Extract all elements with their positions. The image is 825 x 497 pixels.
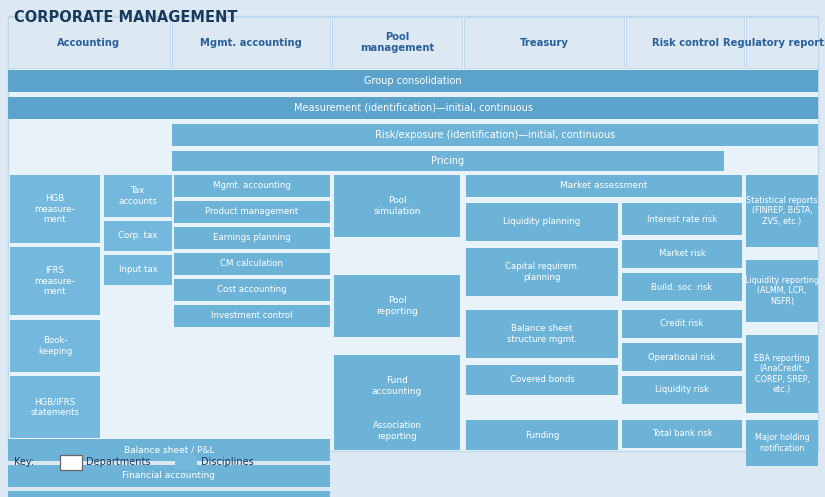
FancyBboxPatch shape xyxy=(174,175,330,197)
Text: Liquidity reporting
(ALMM, LCR,
NSFR): Liquidity reporting (ALMM, LCR, NSFR) xyxy=(745,276,819,306)
Text: Risk control: Risk control xyxy=(652,37,719,48)
FancyBboxPatch shape xyxy=(622,240,742,268)
FancyBboxPatch shape xyxy=(10,376,100,438)
FancyBboxPatch shape xyxy=(334,175,460,237)
FancyBboxPatch shape xyxy=(334,412,460,450)
Text: Corp. tax: Corp. tax xyxy=(118,232,158,241)
Text: Pricing: Pricing xyxy=(431,156,464,166)
FancyBboxPatch shape xyxy=(174,305,330,327)
Text: Pool
reporting: Pool reporting xyxy=(376,296,418,316)
Text: Input tax: Input tax xyxy=(119,265,158,274)
FancyBboxPatch shape xyxy=(60,455,82,470)
FancyBboxPatch shape xyxy=(746,335,818,413)
Text: Statistical reports
(FINREP, BiSTA,
ZVS, etc.): Statistical reports (FINREP, BiSTA, ZVS,… xyxy=(747,196,818,226)
Text: Operational risk: Operational risk xyxy=(648,352,715,361)
Text: EBA reporting
(AnaCredit,
COREP, SREP,
etc.): EBA reporting (AnaCredit, COREP, SREP, e… xyxy=(754,354,810,394)
FancyBboxPatch shape xyxy=(175,455,197,470)
Text: Covered bonds: Covered bonds xyxy=(510,376,574,385)
Text: Balance sheet
structure mgmt.: Balance sheet structure mgmt. xyxy=(507,325,577,344)
Text: Financial accounting: Financial accounting xyxy=(122,472,215,481)
Text: Departments: Departments xyxy=(86,457,150,467)
FancyBboxPatch shape xyxy=(8,70,818,92)
FancyBboxPatch shape xyxy=(174,253,330,275)
FancyBboxPatch shape xyxy=(464,17,624,68)
FancyBboxPatch shape xyxy=(10,175,100,243)
Text: Product management: Product management xyxy=(205,208,299,217)
FancyBboxPatch shape xyxy=(8,439,330,461)
Text: Tax
accounts: Tax accounts xyxy=(119,186,158,206)
FancyBboxPatch shape xyxy=(466,203,618,241)
Text: Market risk: Market risk xyxy=(658,249,705,258)
Text: Earnings planning: Earnings planning xyxy=(213,234,291,243)
FancyBboxPatch shape xyxy=(172,124,818,146)
FancyBboxPatch shape xyxy=(334,275,460,337)
Text: Investment control: Investment control xyxy=(211,312,293,321)
Text: Cost accounting: Cost accounting xyxy=(217,285,287,295)
FancyBboxPatch shape xyxy=(8,17,170,68)
FancyBboxPatch shape xyxy=(622,203,742,235)
Text: Mgmt. accounting: Mgmt. accounting xyxy=(213,181,291,190)
Text: HGB
measure-
ment: HGB measure- ment xyxy=(35,194,75,224)
Text: HGB/IFRS
statements: HGB/IFRS statements xyxy=(31,397,79,416)
Text: Key:: Key: xyxy=(14,457,34,467)
Text: Risk/exposure (identification)—initial, continuous: Risk/exposure (identification)—initial, … xyxy=(375,130,615,140)
Text: Balance sheet / P&L: Balance sheet / P&L xyxy=(124,445,214,454)
Text: Major holding
notification: Major holding notification xyxy=(755,433,809,453)
Text: Build. soc. risk: Build. soc. risk xyxy=(652,282,713,292)
FancyBboxPatch shape xyxy=(746,260,818,322)
FancyBboxPatch shape xyxy=(8,491,330,497)
Text: Disciplines: Disciplines xyxy=(201,457,254,467)
FancyBboxPatch shape xyxy=(622,420,742,448)
FancyBboxPatch shape xyxy=(10,320,100,372)
Text: Pool
simulation: Pool simulation xyxy=(373,196,421,216)
FancyBboxPatch shape xyxy=(626,17,744,68)
FancyBboxPatch shape xyxy=(174,201,330,223)
FancyBboxPatch shape xyxy=(104,175,172,217)
Text: Association
reporting: Association reporting xyxy=(373,421,422,441)
FancyBboxPatch shape xyxy=(746,17,818,68)
Text: Credit risk: Credit risk xyxy=(660,320,704,329)
Text: CORPORATE MANAGEMENT: CORPORATE MANAGEMENT xyxy=(14,10,238,25)
FancyBboxPatch shape xyxy=(622,376,742,404)
Text: Group consolidation: Group consolidation xyxy=(364,76,462,86)
FancyBboxPatch shape xyxy=(466,175,742,197)
Text: Total bank risk: Total bank risk xyxy=(652,429,712,438)
FancyBboxPatch shape xyxy=(746,175,818,247)
FancyBboxPatch shape xyxy=(334,355,460,417)
FancyBboxPatch shape xyxy=(8,16,818,451)
Text: IFRS
measure-
ment: IFRS measure- ment xyxy=(35,266,75,296)
Text: CM calculation: CM calculation xyxy=(220,259,284,268)
FancyBboxPatch shape xyxy=(622,310,742,338)
Text: Fund
accounting: Fund accounting xyxy=(372,376,422,396)
FancyBboxPatch shape xyxy=(104,221,172,251)
Text: Book-
keeping: Book- keeping xyxy=(38,336,73,356)
Text: Regulatory reporting: Regulatory reporting xyxy=(723,37,825,48)
FancyBboxPatch shape xyxy=(466,420,618,450)
FancyBboxPatch shape xyxy=(622,273,742,301)
Text: Treasury: Treasury xyxy=(520,37,568,48)
FancyBboxPatch shape xyxy=(332,17,462,68)
Text: Liquidity risk: Liquidity risk xyxy=(655,386,709,395)
FancyBboxPatch shape xyxy=(8,465,330,487)
FancyBboxPatch shape xyxy=(8,97,818,119)
FancyBboxPatch shape xyxy=(172,151,724,171)
FancyBboxPatch shape xyxy=(466,248,618,296)
FancyBboxPatch shape xyxy=(172,17,330,68)
FancyBboxPatch shape xyxy=(466,310,618,358)
FancyBboxPatch shape xyxy=(10,247,100,315)
FancyBboxPatch shape xyxy=(174,227,330,249)
Text: Pool
management: Pool management xyxy=(360,32,434,53)
Text: Funding: Funding xyxy=(525,430,559,439)
Text: Capital requirem.
planning: Capital requirem. planning xyxy=(505,262,579,282)
Text: Market assessment: Market assessment xyxy=(560,181,648,190)
Text: Measurement (identification)—initial, continuous: Measurement (identification)—initial, co… xyxy=(294,103,532,113)
FancyBboxPatch shape xyxy=(174,279,330,301)
FancyBboxPatch shape xyxy=(104,255,172,285)
FancyBboxPatch shape xyxy=(466,365,618,395)
Text: Accounting: Accounting xyxy=(58,37,120,48)
Text: Liquidity planning: Liquidity planning xyxy=(503,218,581,227)
FancyBboxPatch shape xyxy=(622,343,742,371)
Text: Interest rate risk: Interest rate risk xyxy=(647,215,717,224)
FancyBboxPatch shape xyxy=(746,420,818,466)
